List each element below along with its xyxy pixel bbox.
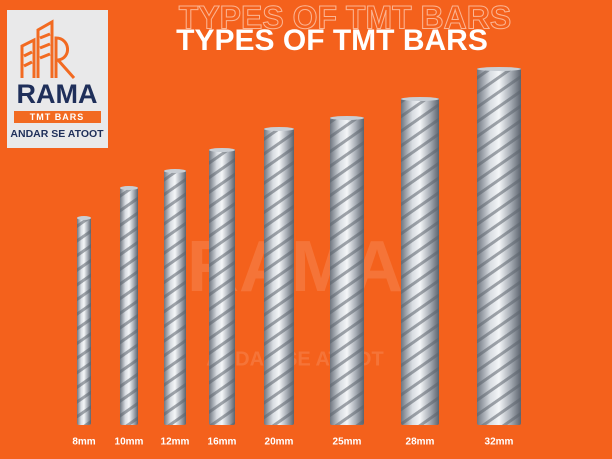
rod-ribs (477, 68, 521, 425)
rod-label: 32mm (485, 437, 514, 448)
rod-label: 16mm (208, 437, 237, 448)
rod-ribs (120, 187, 138, 425)
rod-end (77, 216, 91, 220)
rod-end (330, 116, 364, 120)
logo-band (14, 111, 101, 123)
rod-ribs (164, 170, 186, 425)
rod-label: 28mm (406, 437, 435, 448)
rod-label: 10mm (115, 437, 144, 448)
title-outline: TYPES OF TMT BARS (179, 0, 511, 35)
rod-ribs (401, 98, 439, 425)
rod-ribs (264, 128, 294, 425)
rod-label: 12mm (161, 437, 190, 448)
logo: RAMA TMT BARS ANDAR SE ATOOT (7, 10, 108, 148)
rod-end (120, 186, 138, 190)
rod-ribs (77, 217, 91, 425)
logo-tagline: ANDAR SE ATOOT (10, 128, 104, 140)
rod-end (477, 67, 521, 71)
title: TYPES OF TMT BARS (176, 24, 488, 57)
rod-ribs (209, 149, 235, 425)
rod-label: 20mm (265, 437, 294, 448)
rod-end (401, 97, 439, 101)
rod-label: 8mm (72, 437, 95, 448)
rod-end (164, 169, 186, 173)
rod-end (264, 127, 294, 131)
rod-end (209, 148, 235, 152)
bars: 8mm 10mm 12mm 16mm 20mm 25mm 28mm 32mm (72, 67, 521, 448)
logo-box (7, 10, 108, 148)
logo-icon (20, 19, 76, 79)
rod-ribs (330, 117, 364, 425)
logo-brand: RAMA (17, 79, 98, 109)
rod-label: 25mm (333, 437, 362, 448)
logo-product: TMT BARS (30, 112, 85, 122)
